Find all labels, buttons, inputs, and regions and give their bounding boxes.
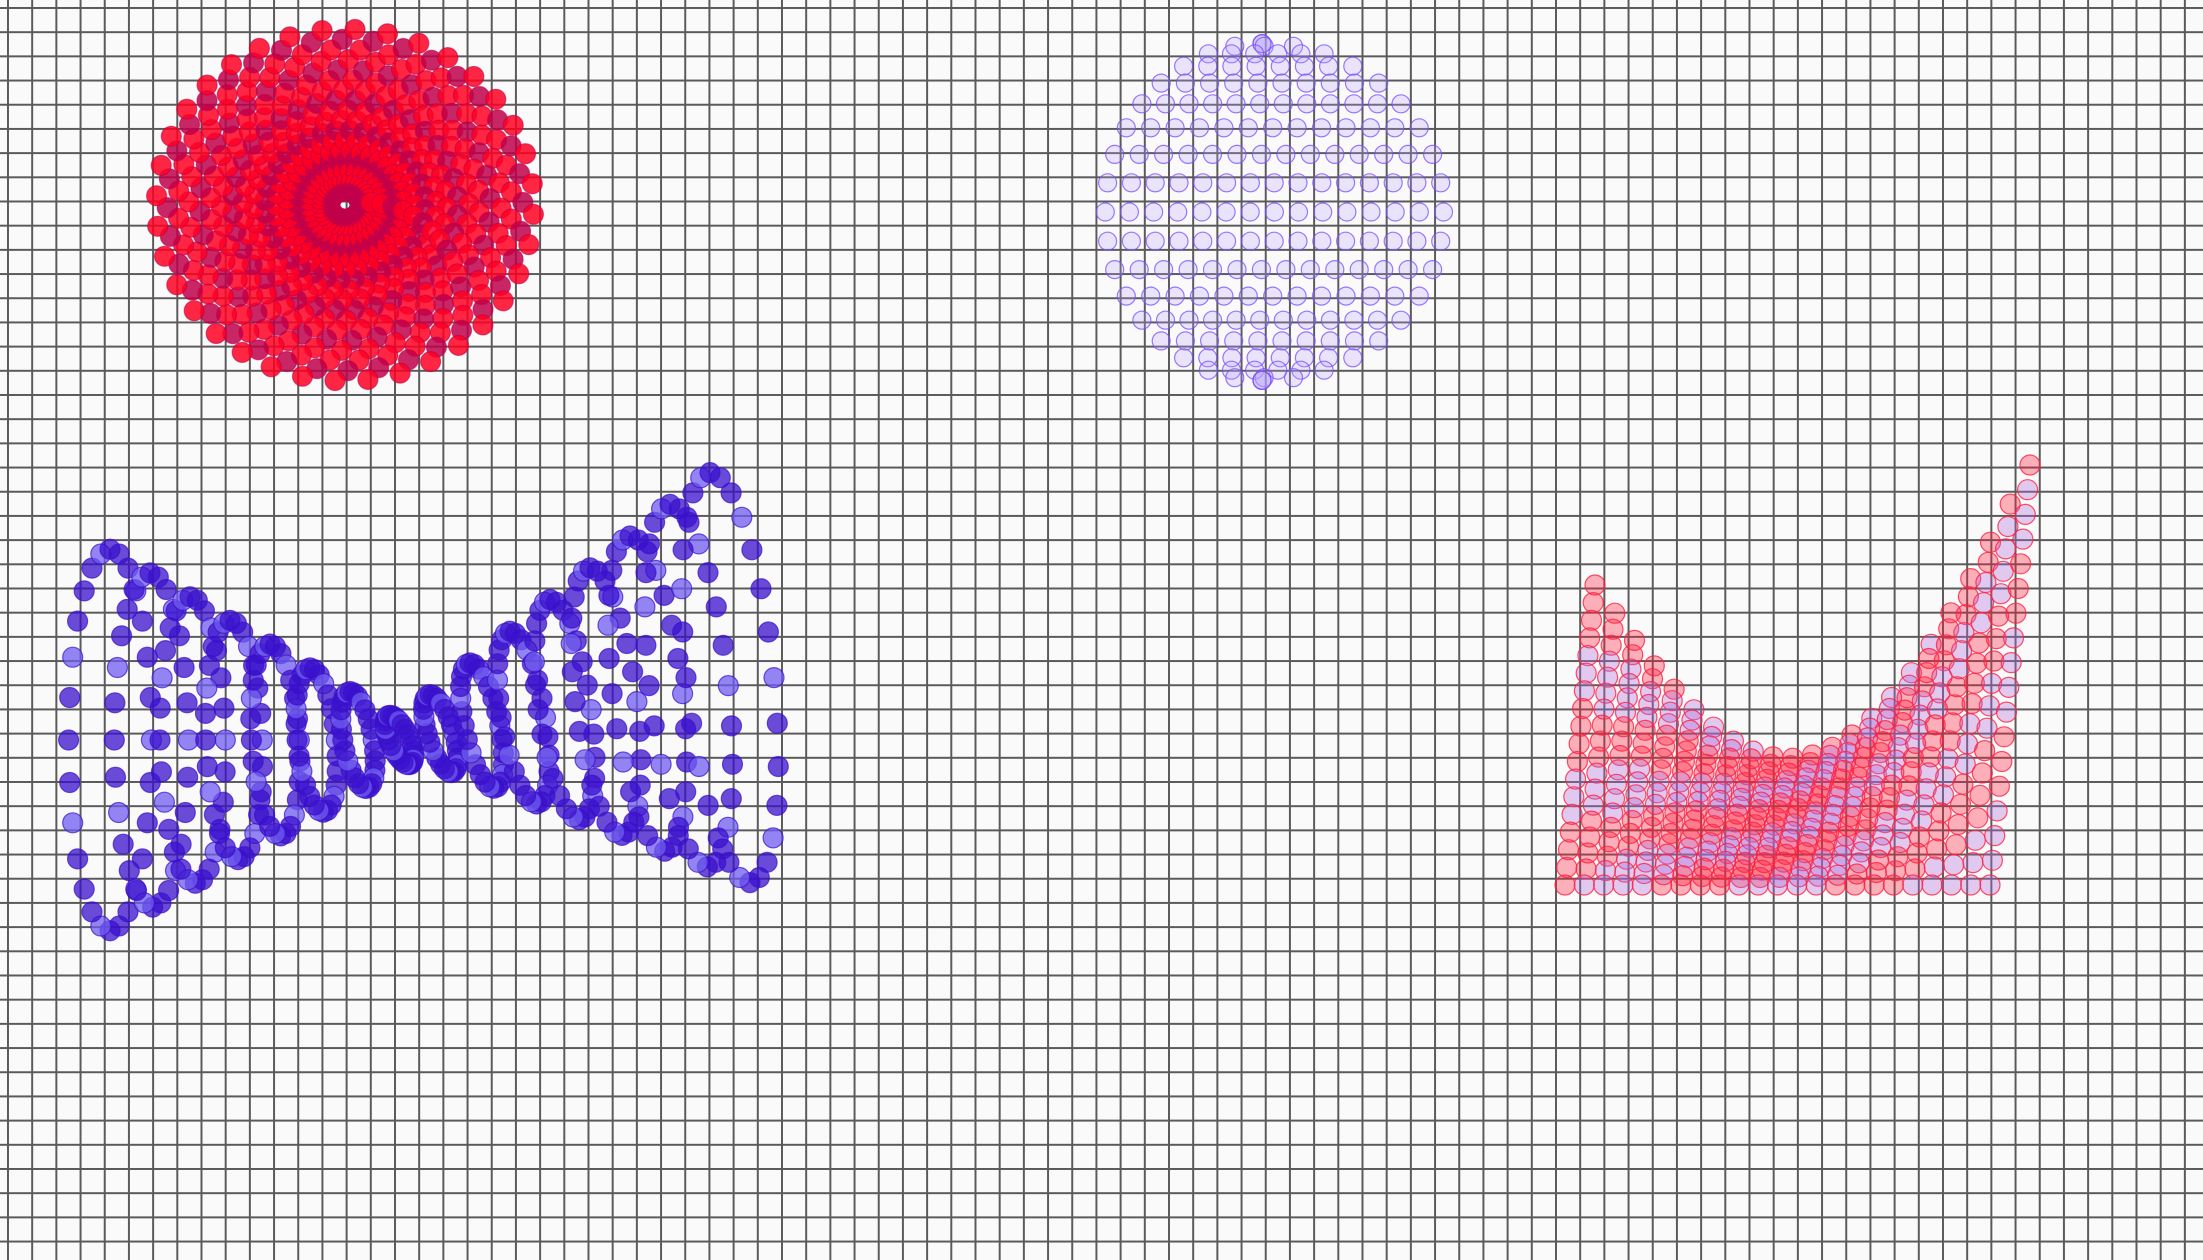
sphere-violet-wireframe[interactable] (1095, 34, 1454, 390)
saddle-red-wireframe[interactable] (1554, 454, 2041, 896)
helix-blue-double-cone[interactable] (57, 462, 789, 942)
sphere-red-spiral[interactable] (146, 18, 545, 392)
